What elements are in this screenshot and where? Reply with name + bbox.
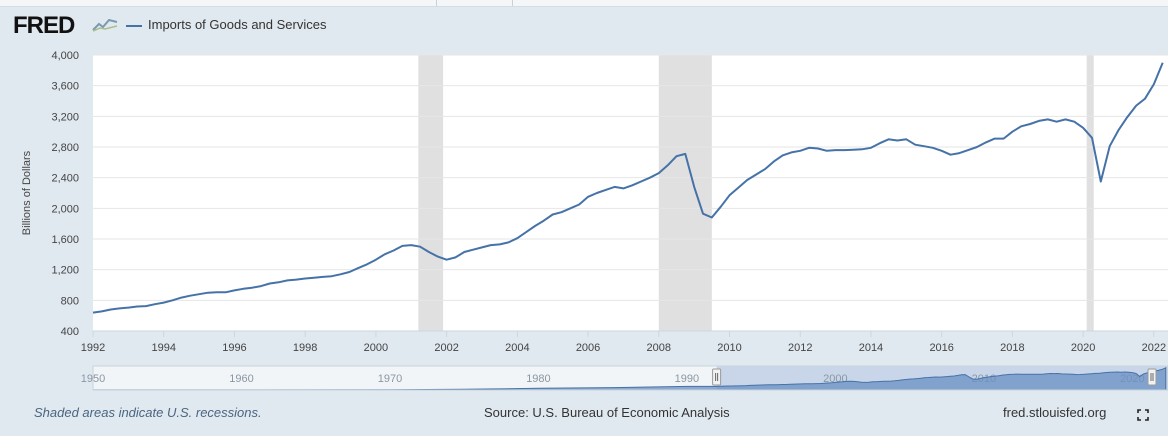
source-text[interactable]: Source: U.S. Bureau of Economic Analysis <box>484 405 730 420</box>
y-axis-label: Billions of Dollars <box>21 150 33 235</box>
y-tick-label-2000: 2,000 <box>51 203 79 215</box>
y-tick-label-800: 800 <box>61 295 79 307</box>
y-tick-label-4000: 4,000 <box>51 50 79 62</box>
navigator-series-area <box>92 367 1167 391</box>
navigator-label-1980: 1980 <box>526 373 550 385</box>
navigator-handle-grip <box>1147 368 1157 386</box>
navigator-handle-left[interactable] <box>712 368 722 386</box>
y-tick-label-3600: 3,600 <box>51 81 79 93</box>
x-tick-label-2010: 2010 <box>717 342 741 354</box>
y-tick-label-1600: 1,600 <box>51 234 79 246</box>
legend-swatch <box>126 25 142 27</box>
y-axis-ticks: 400 800 1,200 1,600 2,000 2,400 2,800 3,200 3,60… <box>51 50 79 338</box>
plot-background <box>93 55 1168 331</box>
x-tick-label-2008: 2008 <box>647 342 671 354</box>
x-tick-label-2014: 2014 <box>859 342 883 354</box>
x-tick-label-1994: 1994 <box>151 342 175 354</box>
y-tick-label-400: 400 <box>61 326 79 338</box>
navigator-label-1990: 1990 <box>675 373 699 385</box>
x-tick-label-2000: 2000 <box>364 342 388 354</box>
y-tick-label-1200: 1,200 <box>51 265 79 277</box>
fred-logo[interactable]: FRED <box>13 12 75 39</box>
site-link[interactable]: fred.stlouisfed.org <box>1003 405 1107 420</box>
legend-label[interactable]: Imports of Goods and Services <box>148 17 327 32</box>
y-tick-label-3200: 3,200 <box>51 111 79 123</box>
navigator-outline <box>92 365 1168 391</box>
recession-note: Shaded areas indicate U.S. recessions. <box>34 405 262 420</box>
recession-bands <box>418 55 1094 331</box>
fred-chart-icon <box>92 16 118 32</box>
y-tick-label-2800: 2,800 <box>51 142 79 154</box>
x-tick-label-2020: 2020 <box>1071 342 1095 354</box>
fullscreen-icon[interactable] <box>1137 409 1149 421</box>
navigator-handle-right[interactable] <box>1147 368 1157 386</box>
top-frame-bar <box>0 0 1168 7</box>
x-tick-label-2016: 2016 <box>929 342 953 354</box>
x-tick-label-2012: 2012 <box>788 342 812 354</box>
navigator-label-1960: 1960 <box>229 373 253 385</box>
y-tick-label-2400: 2,400 <box>51 173 79 185</box>
recession-band-1 <box>658 55 712 331</box>
navigator-label-1970: 1970 <box>378 373 402 385</box>
x-tick-label-2002: 2002 <box>434 342 458 354</box>
x-tick-label-1998: 1998 <box>293 342 317 354</box>
range-navigator[interactable]: 19501960197019801990200020102020 <box>81 365 1168 391</box>
x-axis-ticks: 1992 1994 1996 1998 2000 2002 2004 2006 2008 2010… <box>81 330 1168 354</box>
x-tick-label-2006: 2006 <box>576 342 600 354</box>
recession-band-2 <box>1086 55 1094 331</box>
x-tick-label-2022: 2022 <box>1142 342 1166 354</box>
recession-band-0 <box>418 55 444 331</box>
x-tick-label-1992: 1992 <box>81 342 105 354</box>
x-tick-label-2018: 2018 <box>1000 342 1024 354</box>
x-tick-label-1996: 1996 <box>222 342 246 354</box>
x-tick-label-2004: 2004 <box>505 342 529 354</box>
navigator-handle-grip <box>712 368 722 386</box>
series-line-imports[interactable] <box>92 62 1164 314</box>
